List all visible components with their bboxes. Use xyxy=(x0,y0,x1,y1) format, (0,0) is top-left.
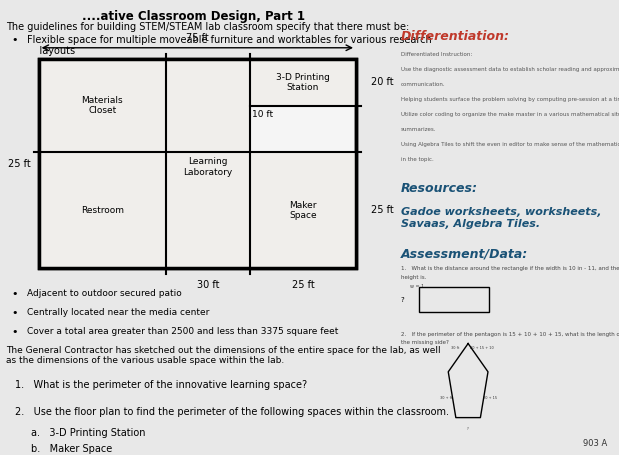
Bar xyxy=(38,152,166,268)
Text: •: • xyxy=(12,327,18,337)
Text: summarizes.: summarizes. xyxy=(401,127,436,132)
Text: 2.   Use the floor plan to find the perimeter of the following spaces within the: 2. Use the floor plan to find the perime… xyxy=(15,407,449,417)
Text: Learning
Laboratory: Learning Laboratory xyxy=(183,157,233,177)
Text: Maker
Space: Maker Space xyxy=(289,201,317,220)
Text: Centrally located near the media center: Centrally located near the media center xyxy=(27,308,209,317)
Text: Use the diagnostic assessment data to establish scholar reading and approximate : Use the diagnostic assessment data to es… xyxy=(401,67,619,72)
Text: w = 1: w = 1 xyxy=(410,284,425,289)
Text: a.   3-D Printing Station: a. 3-D Printing Station xyxy=(31,428,145,438)
Text: 3-D Printing
Station: 3-D Printing Station xyxy=(276,73,330,92)
Bar xyxy=(38,59,356,268)
Bar xyxy=(38,59,166,152)
Text: ....ative Classroom Design, Part 1: ....ative Classroom Design, Part 1 xyxy=(82,10,305,24)
Text: 20 + 15 + 10: 20 + 15 + 10 xyxy=(470,346,493,350)
Bar xyxy=(166,59,250,268)
Text: 2.   If the perimeter of the pentagon is 15 + 10 + 10 + 15, what is the length o: 2. If the perimeter of the pentagon is 1… xyxy=(401,332,619,337)
Text: 25 ft: 25 ft xyxy=(371,205,394,215)
Text: 1.   What is the distance around the rectangle if the width is 10 in - 11, and t: 1. What is the distance around the recta… xyxy=(401,266,619,271)
Text: Restroom: Restroom xyxy=(80,206,124,215)
Text: Differentiation:: Differentiation: xyxy=(401,30,510,43)
Bar xyxy=(250,152,356,268)
Text: Utilize color coding to organize the make master in a various mathematical situa: Utilize color coding to organize the mak… xyxy=(401,112,619,117)
Text: the missing side?: the missing side? xyxy=(401,340,449,345)
Text: b.   Maker Space: b. Maker Space xyxy=(31,444,112,454)
Text: 10 ft: 10 ft xyxy=(252,110,273,119)
Text: •: • xyxy=(12,289,18,299)
Text: The General Contractor has sketched out the dimensions of the entire space for t: The General Contractor has sketched out … xyxy=(6,346,441,365)
Text: Differentiated Instruction:: Differentiated Instruction: xyxy=(401,52,472,57)
Text: The guidelines for building STEM/STEAM lab classroom specify that there must be:: The guidelines for building STEM/STEAM l… xyxy=(6,22,409,32)
Text: Assessment/Data:: Assessment/Data: xyxy=(401,248,528,261)
Text: Gadoe worksheets, worksheets,
Savaas, Algebra Tiles.: Gadoe worksheets, worksheets, Savaas, Al… xyxy=(401,207,601,228)
Text: Using Algebra Tiles to shift the even in editor to make sense of the mathematics: Using Algebra Tiles to shift the even in… xyxy=(401,142,619,147)
Text: 20 + 15: 20 + 15 xyxy=(483,396,497,400)
Text: •: • xyxy=(12,35,18,45)
Text: communication.: communication. xyxy=(401,82,446,87)
Text: 20 ft: 20 ft xyxy=(371,77,394,87)
Text: Adjacent to outdoor secured patio: Adjacent to outdoor secured patio xyxy=(27,289,182,298)
Text: Materials
Closet: Materials Closet xyxy=(81,96,123,116)
Text: 1.   What is the perimeter of the innovative learning space?: 1. What is the perimeter of the innovati… xyxy=(15,380,308,390)
Text: 30 ft: 30 ft xyxy=(197,280,219,290)
Text: Flexible space for multiple moveable furniture and worktables for various resear: Flexible space for multiple moveable fur… xyxy=(27,35,432,56)
Text: ?: ? xyxy=(401,297,405,303)
Text: 30 + ft: 30 + ft xyxy=(440,396,452,400)
Bar xyxy=(38,59,356,268)
Text: in the topic.: in the topic. xyxy=(401,157,433,162)
Text: 75 ft: 75 ft xyxy=(186,33,209,43)
Text: 25 ft: 25 ft xyxy=(292,280,314,290)
Text: 25 ft: 25 ft xyxy=(8,159,31,169)
Bar xyxy=(250,60,356,106)
Text: •: • xyxy=(12,308,18,318)
Text: Cover a total area greater than 2500 and less than 3375 square feet: Cover a total area greater than 2500 and… xyxy=(27,327,339,336)
Text: 903 A: 903 A xyxy=(583,439,607,448)
Text: 30 ft: 30 ft xyxy=(451,346,459,350)
Text: Helping students surface the problem solving by computing pre-session at a time.: Helping students surface the problem sol… xyxy=(401,97,619,102)
Text: height is.: height is. xyxy=(401,275,426,280)
Text: Resources:: Resources: xyxy=(401,182,478,195)
Text: ?: ? xyxy=(467,427,469,431)
Bar xyxy=(420,287,489,312)
